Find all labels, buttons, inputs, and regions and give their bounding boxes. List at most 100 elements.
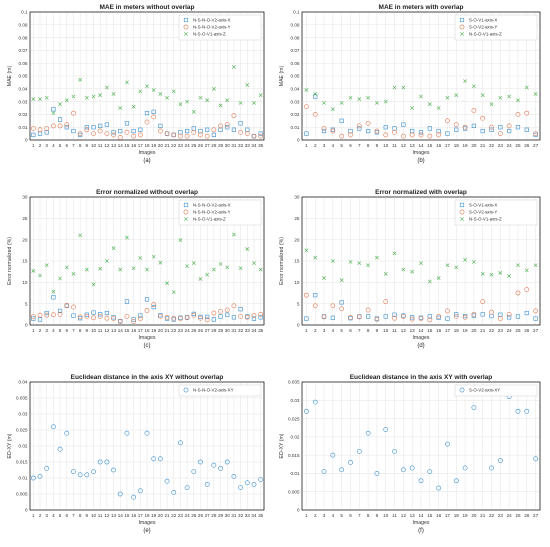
- data-point-3: [366, 263, 371, 268]
- data-point-3: [313, 255, 318, 260]
- data-point-3: [38, 97, 42, 101]
- data-point-3: [225, 265, 230, 270]
- data-point-3: [58, 276, 62, 281]
- x-tick-label: 22: [489, 143, 495, 148]
- data-point-1: [104, 310, 109, 316]
- data-point-1: [37, 473, 43, 479]
- data-point-3: [111, 92, 116, 96]
- x-tick-label: 3: [45, 328, 48, 333]
- y-tick-label: 0.08: [291, 35, 300, 40]
- x-tick-label: 1: [305, 513, 308, 518]
- data-point-3: [252, 261, 256, 266]
- y-tick-label: 0: [25, 508, 28, 513]
- x-tick-label: 11: [392, 513, 397, 518]
- data-point-3: [104, 85, 109, 90]
- data-point-2: [124, 314, 130, 319]
- data-point-2: [97, 128, 103, 134]
- x-tick-label: 1: [32, 328, 35, 333]
- data-point-3: [64, 98, 69, 103]
- data-point-1: [64, 430, 70, 436]
- data-point-2: [312, 303, 318, 309]
- data-point-1: [231, 473, 237, 479]
- data-point-2: [164, 131, 170, 136]
- x-tick-label: 12: [401, 328, 407, 333]
- x-tick-label: 1: [32, 513, 35, 518]
- data-point-3: [498, 271, 503, 275]
- data-point-2: [348, 314, 353, 320]
- data-point-1: [118, 128, 123, 134]
- data-point-2: [489, 124, 494, 130]
- x-tick-label: 15: [427, 513, 433, 518]
- data-point-1: [244, 480, 250, 486]
- data-point-1: [515, 408, 521, 414]
- x-tick-label: 19: [151, 143, 157, 148]
- x-tick-label: 23: [178, 513, 184, 518]
- y-tick-label: 25: [22, 216, 28, 221]
- panel-label: (d): [417, 343, 424, 349]
- data-point-2: [400, 314, 406, 319]
- panel-label: (c): [144, 343, 151, 349]
- data-point-3: [330, 107, 335, 112]
- legend-entry: S-O-V1-axis-X: [469, 18, 497, 23]
- data-point-1: [251, 481, 257, 487]
- x-tick-label: 30: [225, 513, 231, 518]
- data-point-2: [218, 308, 223, 314]
- data-point-2: [84, 127, 90, 133]
- x-tick-label: 35: [258, 513, 264, 518]
- data-point-3: [71, 94, 76, 99]
- x-tick-label: 11: [98, 143, 103, 148]
- y-tick-label: 30: [22, 195, 28, 200]
- x-tick-label: 26: [524, 143, 530, 148]
- data-point-2: [157, 314, 163, 319]
- data-point-1: [144, 430, 150, 436]
- data-point-2: [400, 133, 406, 139]
- data-point-3: [419, 261, 423, 266]
- legend-marker-3: [184, 217, 188, 221]
- data-point-1: [374, 471, 380, 476]
- data-point-2: [471, 311, 477, 317]
- data-point-3: [304, 248, 309, 253]
- y-axis-label: Error normalized (%): [7, 237, 13, 285]
- y-tick-label: 20: [22, 237, 28, 242]
- data-point-2: [383, 299, 389, 304]
- x-tick-label: 4: [332, 143, 335, 148]
- x-tick-label: 11: [392, 143, 397, 148]
- data-point-2: [497, 131, 503, 136]
- x-tick-label: 22: [489, 513, 495, 518]
- data-point-2: [211, 310, 217, 316]
- x-tick-label: 1: [305, 143, 308, 148]
- data-point-2: [515, 112, 521, 117]
- legend-marker-1: [459, 17, 465, 23]
- x-tick-label: 22: [171, 513, 177, 518]
- data-point-1: [454, 127, 459, 132]
- data-point-1: [211, 317, 216, 322]
- x-tick-label: 7: [72, 143, 75, 148]
- data-point-3: [419, 94, 423, 99]
- data-point-2: [51, 123, 56, 129]
- data-point-3: [158, 92, 163, 96]
- x-tick-label: 7: [358, 328, 361, 333]
- data-point-2: [238, 314, 243, 319]
- data-point-3: [232, 65, 236, 69]
- x-tick-label: 17: [138, 143, 144, 148]
- data-point-2: [251, 313, 257, 319]
- data-point-3: [245, 247, 250, 251]
- x-tick-label: 26: [524, 328, 530, 333]
- x-tick-label: 21: [480, 513, 486, 518]
- legend-entry: S-O-V2-axis-XY: [469, 388, 500, 393]
- data-point-1: [131, 128, 136, 134]
- x-tick-label: 25: [191, 328, 197, 333]
- x-tick-label: 35: [258, 328, 264, 333]
- legend-box: [454, 384, 538, 397]
- x-tick-label: 27: [533, 513, 539, 518]
- legend-box: [178, 384, 262, 397]
- x-tick-label: 4: [332, 513, 335, 518]
- x-tick-label: 24: [185, 143, 191, 148]
- data-point-3: [454, 93, 459, 98]
- data-point-1: [204, 481, 210, 487]
- x-tick-label: 27: [533, 143, 539, 148]
- data-point-2: [191, 312, 197, 318]
- data-point-3: [322, 276, 326, 280]
- data-point-3: [84, 95, 89, 100]
